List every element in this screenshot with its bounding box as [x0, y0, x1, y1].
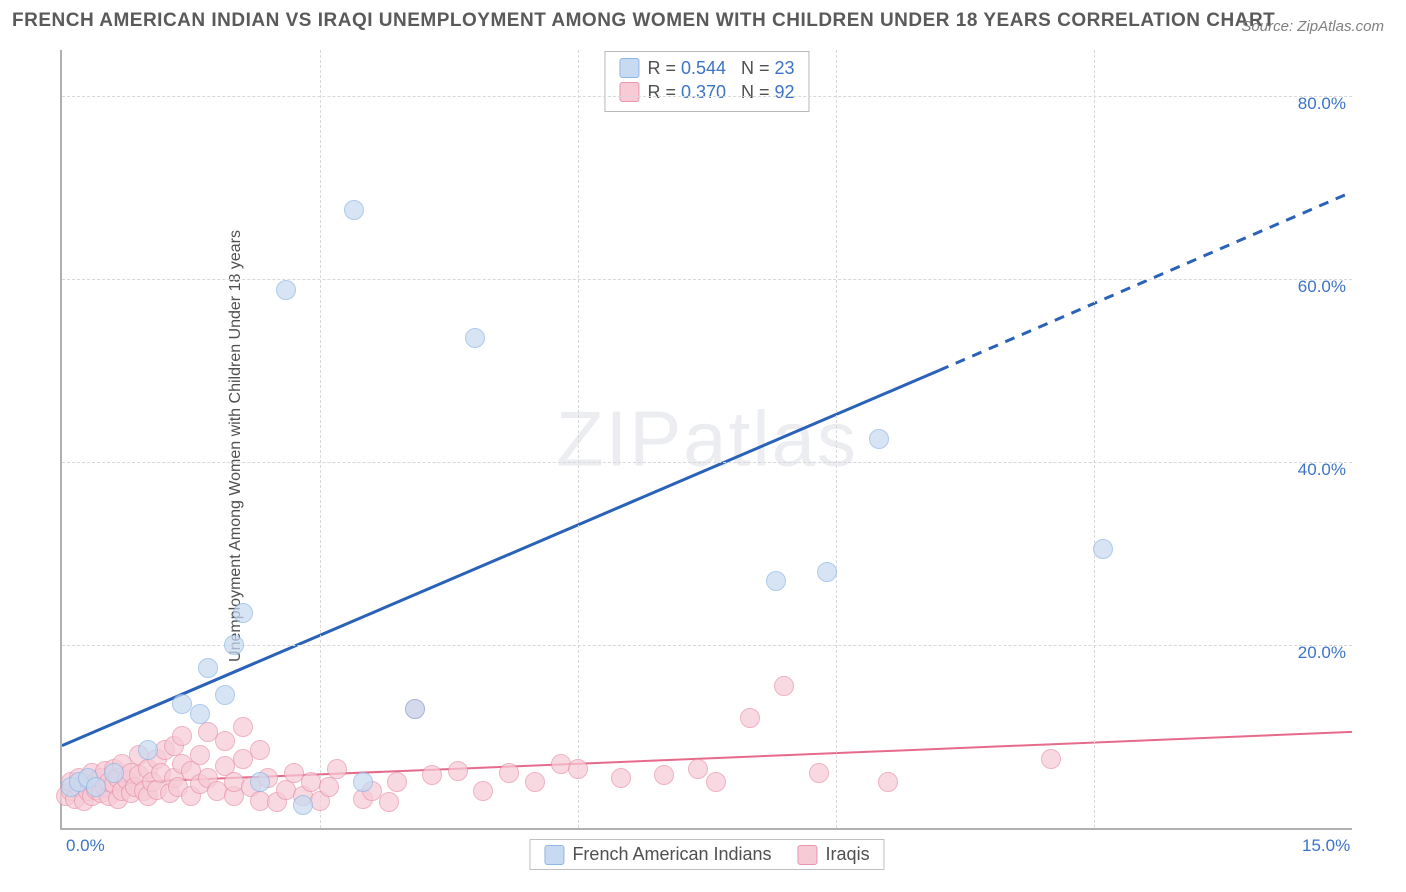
x-tick-label: 15.0% — [1302, 836, 1350, 856]
scatter-point-french_american_indians — [190, 704, 210, 724]
trend-lines-layer — [62, 50, 1352, 828]
stats-row-iraqis: R = 0.370 N = 92 — [619, 80, 794, 104]
scatter-point-iraqis — [233, 717, 253, 737]
scatter-point-french_american_indians — [766, 571, 786, 591]
scatter-point-french_american_indians — [817, 562, 837, 582]
x-gridline — [1094, 50, 1095, 828]
scatter-point-iraqis — [327, 759, 347, 779]
scatter-point-iraqis — [499, 763, 519, 783]
scatter-point-iraqis — [250, 740, 270, 760]
stats-text: R = 0.370 N = 92 — [647, 80, 794, 104]
series-legend: French American Indians Iraqis — [529, 839, 884, 870]
legend-label: French American Indians — [572, 844, 771, 865]
scatter-point-iraqis — [172, 726, 192, 746]
y-gridline — [62, 96, 1352, 97]
scatter-point-iraqis — [568, 759, 588, 779]
scatter-point-french_american_indians — [293, 795, 313, 815]
scatter-point-french_american_indians — [276, 280, 296, 300]
y-tick-label: 40.0% — [1298, 460, 1346, 480]
scatter-point-french_american_indians — [353, 772, 373, 792]
scatter-point-iraqis — [448, 761, 468, 781]
trendline-french_american_indians — [62, 370, 939, 745]
y-gridline — [62, 279, 1352, 280]
scatter-point-french_american_indians — [405, 699, 425, 719]
scatter-point-french_american_indians — [215, 685, 235, 705]
source-name: ZipAtlas.com — [1297, 18, 1384, 35]
scatter-point-iraqis — [387, 772, 407, 792]
scatter-point-iraqis — [525, 772, 545, 792]
source-prefix: Source: — [1241, 18, 1297, 35]
scatter-point-french_american_indians — [1093, 539, 1113, 559]
legend-swatch-iraqis — [619, 82, 639, 102]
x-gridline — [836, 50, 837, 828]
scatter-point-iraqis — [740, 708, 760, 728]
stats-row-french_american_indians: R = 0.544 N = 23 — [619, 56, 794, 80]
scatter-point-iraqis — [774, 676, 794, 696]
scatter-point-iraqis — [654, 765, 674, 785]
legend-item-french_american_indians: French American Indians — [544, 844, 771, 865]
scatter-point-french_american_indians — [86, 777, 106, 797]
scatter-point-french_american_indians — [224, 635, 244, 655]
legend-item-iraqis: Iraqis — [798, 844, 870, 865]
x-gridline — [578, 50, 579, 828]
y-tick-label: 20.0% — [1298, 643, 1346, 663]
y-tick-label: 60.0% — [1298, 277, 1346, 297]
scatter-point-french_american_indians — [465, 328, 485, 348]
x-tick-label: 0.0% — [66, 836, 105, 856]
scatter-point-iraqis — [319, 777, 339, 797]
scatter-point-french_american_indians — [869, 429, 889, 449]
scatter-point-iraqis — [215, 731, 235, 751]
scatter-point-french_american_indians — [198, 658, 218, 678]
scatter-point-french_american_indians — [344, 200, 364, 220]
legend-swatch-french_american_indians — [619, 58, 639, 78]
y-gridline — [62, 462, 1352, 463]
scatter-point-iraqis — [611, 768, 631, 788]
watermark: ZIPatlas — [556, 394, 858, 485]
scatter-point-iraqis — [809, 763, 829, 783]
scatter-point-iraqis — [706, 772, 726, 792]
scatter-point-french_american_indians — [138, 740, 158, 760]
scatter-point-iraqis — [688, 759, 708, 779]
legend-label: Iraqis — [826, 844, 870, 865]
plot-area: ZIPatlas R = 0.544 N = 23R = 0.370 N = 9… — [60, 50, 1352, 830]
stats-text: R = 0.544 N = 23 — [647, 56, 794, 80]
scatter-point-iraqis — [1041, 749, 1061, 769]
chart-title: FRENCH AMERICAN INDIAN VS IRAQI UNEMPLOY… — [12, 10, 1275, 32]
correlation-stats-box: R = 0.544 N = 23R = 0.370 N = 92 — [604, 51, 809, 112]
trendline-dashed-french_american_indians — [939, 192, 1352, 370]
scatter-point-iraqis — [379, 792, 399, 812]
y-gridline — [62, 645, 1352, 646]
scatter-point-french_american_indians — [250, 772, 270, 792]
scatter-point-iraqis — [190, 745, 210, 765]
source-credit: Source: ZipAtlas.com — [1241, 18, 1384, 35]
scatter-point-iraqis — [878, 772, 898, 792]
legend-swatch-french_american_indians — [544, 845, 564, 865]
legend-swatch-iraqis — [798, 845, 818, 865]
scatter-point-french_american_indians — [233, 603, 253, 623]
scatter-point-french_american_indians — [104, 763, 124, 783]
x-gridline — [320, 50, 321, 828]
scatter-point-iraqis — [422, 765, 442, 785]
y-tick-label: 80.0% — [1298, 94, 1346, 114]
scatter-point-iraqis — [473, 781, 493, 801]
